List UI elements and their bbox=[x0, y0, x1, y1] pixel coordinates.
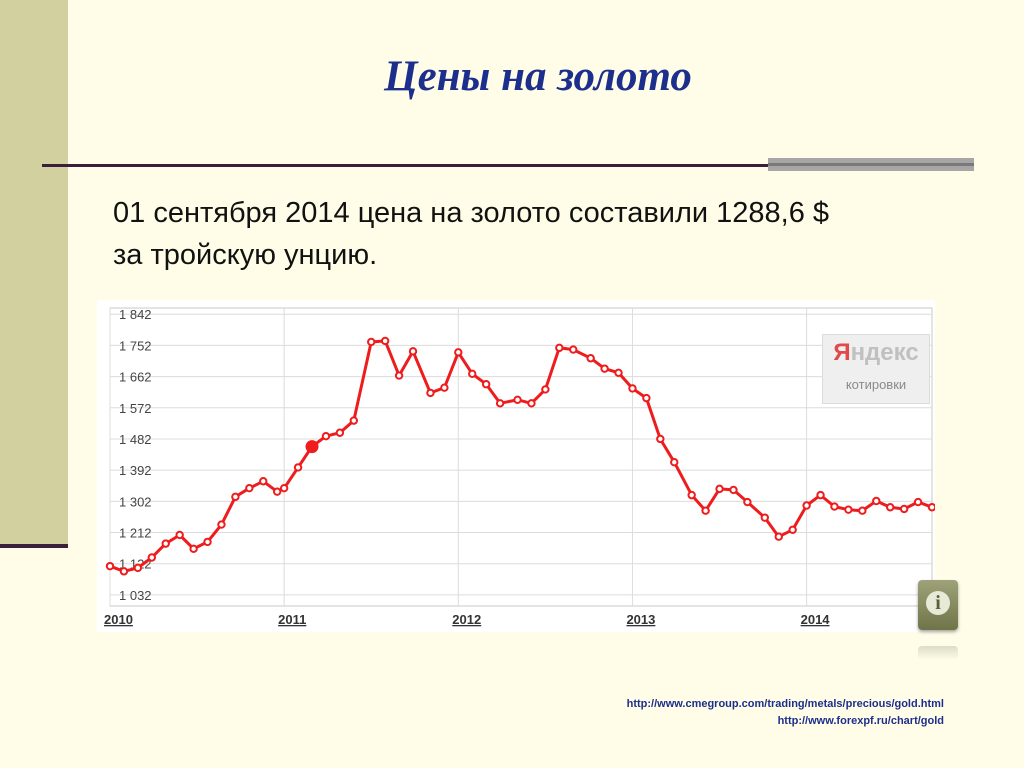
data-point bbox=[600, 364, 609, 373]
data-point bbox=[321, 432, 331, 441]
slide-title: Цены на золото bbox=[384, 53, 692, 100]
data-point-highlighted bbox=[305, 440, 319, 454]
data-point bbox=[367, 337, 376, 347]
data-point bbox=[335, 428, 345, 437]
slide-body-text: 01 сентября 2014 цена на золото составил… bbox=[113, 192, 983, 276]
data-point bbox=[119, 567, 129, 576]
data-point bbox=[628, 384, 637, 393]
y-tick-label: 1 752 bbox=[119, 338, 152, 353]
y-tick-label: 1 122 bbox=[119, 557, 152, 572]
plot-area bbox=[109, 307, 933, 607]
y-tick-label: 1 392 bbox=[119, 463, 152, 478]
data-point bbox=[586, 354, 595, 363]
data-point bbox=[394, 371, 404, 380]
x-tick-label: 2014 bbox=[801, 612, 831, 627]
y-tick-label: 1 842 bbox=[119, 307, 152, 322]
yandex-logo-rest: ндекс bbox=[850, 339, 919, 366]
data-point bbox=[426, 388, 435, 398]
data-point bbox=[105, 561, 115, 571]
data-point bbox=[495, 399, 505, 408]
x-tick-label: 2013 bbox=[626, 612, 655, 627]
yandex-badge-subtitle: котировки bbox=[845, 377, 907, 392]
data-point bbox=[913, 497, 923, 507]
data-point bbox=[830, 502, 839, 511]
yandex-logo-text: Яндекс bbox=[823, 339, 929, 367]
data-point bbox=[133, 563, 143, 573]
data-point bbox=[245, 483, 254, 493]
y-tick-label: 1 212 bbox=[119, 526, 152, 541]
data-point bbox=[468, 369, 477, 379]
source-links: http://www.cmegroup.com/trading/metals/p… bbox=[627, 696, 944, 730]
data-point bbox=[259, 477, 268, 486]
info-icon: i bbox=[926, 591, 950, 615]
data-point bbox=[729, 485, 738, 495]
data-point bbox=[569, 345, 578, 354]
source-link-forexpf[interactable]: http://www.forexpf.ru/chart/gold bbox=[777, 715, 944, 727]
data-point bbox=[899, 504, 909, 514]
data-point bbox=[642, 393, 651, 403]
data-point bbox=[161, 539, 170, 548]
x-tick-label: 2011 bbox=[278, 612, 306, 627]
y-tick-label: 1 032 bbox=[119, 588, 152, 603]
data-point bbox=[872, 496, 881, 506]
data-point bbox=[231, 492, 240, 502]
data-point bbox=[886, 503, 895, 512]
data-point bbox=[614, 368, 623, 377]
data-point bbox=[656, 434, 665, 444]
x-tick-label: 2010 bbox=[104, 612, 133, 627]
y-tick-label: 1 302 bbox=[119, 494, 152, 509]
info-button-reflection bbox=[918, 646, 958, 660]
data-point bbox=[743, 497, 752, 507]
yandex-logo-first-letter: Я bbox=[833, 339, 851, 366]
data-point bbox=[147, 553, 156, 562]
y-tick-label: 1 662 bbox=[119, 370, 152, 385]
title-divider-accent-line bbox=[768, 163, 974, 166]
data-point bbox=[279, 483, 289, 493]
body-line-2: за тройскую унцию. bbox=[113, 239, 378, 271]
data-point bbox=[802, 501, 811, 510]
data-point bbox=[513, 395, 522, 405]
data-point bbox=[440, 383, 449, 392]
data-point bbox=[670, 457, 679, 467]
y-tick-label: 1 572 bbox=[119, 401, 152, 416]
data-point bbox=[774, 532, 783, 541]
data-point bbox=[927, 503, 935, 512]
data-point bbox=[687, 490, 696, 500]
data-point bbox=[175, 530, 184, 540]
data-point bbox=[701, 506, 710, 515]
data-point bbox=[760, 513, 770, 522]
data-point bbox=[380, 336, 390, 346]
title-divider bbox=[42, 164, 786, 167]
data-point bbox=[349, 416, 359, 425]
yandex-quotes-badge[interactable]: Яндекс котировки bbox=[822, 334, 930, 404]
left-band-rule bbox=[0, 544, 68, 548]
data-point bbox=[408, 347, 418, 356]
info-button[interactable]: i bbox=[918, 580, 958, 630]
gold-price-chart: 1 032 1 122 1 212 1 302 1 392 1 482 1 572 1 662… bbox=[97, 300, 935, 632]
data-point bbox=[858, 506, 867, 515]
data-point bbox=[541, 385, 550, 394]
data-point bbox=[272, 487, 282, 496]
data-point bbox=[189, 544, 198, 554]
data-point bbox=[217, 520, 226, 529]
data-point bbox=[715, 484, 724, 494]
source-link-cmegroup[interactable]: http://www.cmegroup.com/trading/metals/p… bbox=[626, 698, 944, 710]
body-line-1: 01 сентября 2014 цена на золото составил… bbox=[113, 197, 830, 229]
data-point bbox=[527, 399, 536, 408]
data-point bbox=[844, 505, 853, 514]
data-point bbox=[293, 463, 303, 472]
data-point bbox=[454, 348, 463, 357]
data-point bbox=[816, 490, 825, 500]
y-tick-label: 1 482 bbox=[119, 432, 152, 447]
left-decorative-band bbox=[0, 0, 68, 545]
chart-canvas: 1 032 1 122 1 212 1 302 1 392 1 482 1 572 1 662… bbox=[104, 307, 935, 627]
data-point bbox=[481, 380, 491, 389]
data-point bbox=[555, 343, 564, 353]
x-tick-label: 2012 bbox=[452, 612, 481, 627]
data-point bbox=[788, 525, 797, 534]
data-point bbox=[203, 537, 212, 547]
